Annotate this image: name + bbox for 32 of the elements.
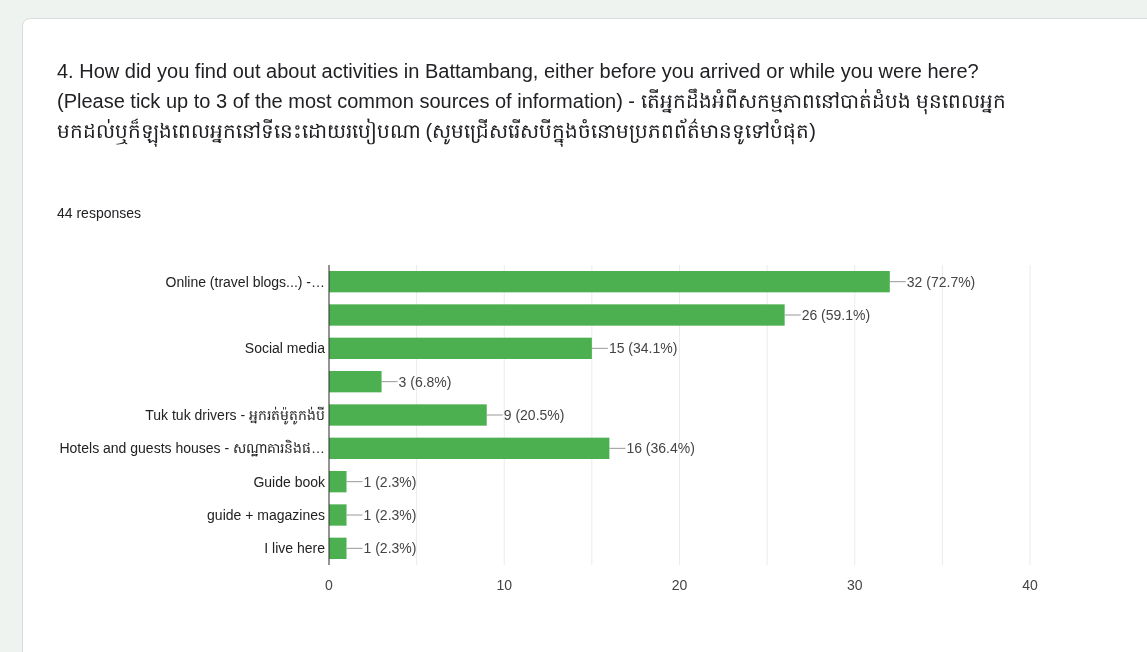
y-tick-label: Guide book bbox=[253, 473, 326, 490]
y-tick-label: guide + magazines bbox=[207, 506, 325, 523]
bar bbox=[329, 271, 890, 293]
data-label: 1 (2.3%) bbox=[363, 506, 417, 523]
y-tick-label: I live here bbox=[264, 540, 326, 557]
bar bbox=[329, 304, 785, 326]
bar bbox=[329, 471, 347, 493]
data-label: 15 (34.1%) bbox=[608, 340, 678, 357]
x-tick-label: 20 bbox=[671, 577, 688, 593]
y-tick-label: Hotels and guests houses - សណ្ឋាគារនិងផ… bbox=[59, 439, 325, 458]
data-label: 1 (2.3%) bbox=[363, 540, 417, 557]
text: 44 responses bbox=[57, 205, 142, 221]
bar bbox=[329, 504, 347, 526]
bar bbox=[329, 437, 610, 459]
data-label: 3 (6.8%) bbox=[398, 373, 452, 390]
x-tick-label: 30 bbox=[846, 577, 863, 593]
bar bbox=[329, 337, 592, 359]
data-label: 1 (2.3%) bbox=[363, 473, 417, 490]
x-tick-label: 40 bbox=[1022, 577, 1038, 593]
chart-title: 4. How did you find out about activities in Battambang, either before you arrived or while you were here? (Please tick up to 3 of the most common sources of information) - តើអ្នកដឹងអំពីសកម្មភាពនៅបាត់ដំបង មុនពេលអ្នកមកដល់ឬក៏ឡុងពេលអ្នកនៅទីនេះដោយរបៀបណា (សូមជ្រើសរើសបីក្នុងចំនោមប្រភពព័ត៌មានទូទៅបំផុត) bbox=[57, 59, 1008, 146]
y-tick-label: Online (travel blogs...) -… bbox=[165, 273, 325, 290]
y-tick-label: Social media bbox=[244, 340, 326, 357]
data-label: 16 (36.4%) bbox=[626, 440, 695, 457]
data-label: 26 (59.1%) bbox=[801, 306, 871, 323]
y-tick-label: Tuk tuk drivers - អ្នករត់ម៉ូតូកង់បី bbox=[145, 405, 325, 425]
bar bbox=[329, 404, 487, 426]
bar bbox=[329, 371, 382, 393]
data-label: 9 (20.5%) bbox=[503, 406, 565, 423]
bar bbox=[329, 537, 347, 559]
data-label: 32 (72.7%) bbox=[906, 273, 976, 290]
x-tick-label: 10 bbox=[496, 577, 513, 593]
x-tick-label: 0 bbox=[325, 577, 334, 593]
